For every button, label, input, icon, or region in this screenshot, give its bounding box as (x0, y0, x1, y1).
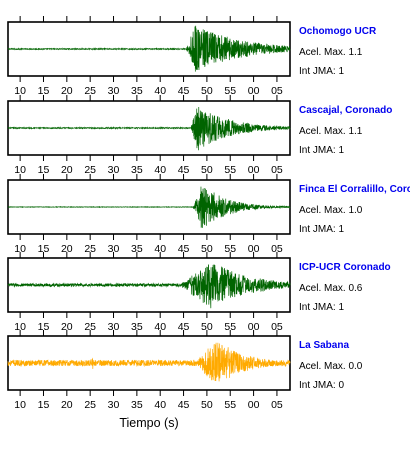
station-name: La Sabana (299, 340, 349, 351)
x-tick-label: 30 (108, 243, 120, 255)
x-tick-label: 00 (248, 85, 260, 97)
x-tick-label: 25 (84, 243, 96, 255)
station-name: Cascajal, Coronado (299, 105, 392, 116)
x-tick-label: 20 (61, 164, 73, 176)
x-tick-label: 50 (201, 164, 213, 176)
x-tick-label: 45 (178, 399, 190, 411)
x-tick-label: 25 (84, 399, 96, 411)
jma-intensity: Int JMA: 1 (299, 302, 344, 313)
x-tick-label: 35 (131, 399, 143, 411)
x-axis-label: Tiempo (s) (119, 416, 178, 430)
x-tick-label: 45 (178, 85, 190, 97)
seismogram-panel: 10 15 20 25 30 35 40 45 50 55 00 05 Ochomogo UCR Acel… (7, 16, 377, 97)
x-tick-label: 45 (178, 321, 190, 333)
x-tick-label: 10 (14, 399, 26, 411)
x-tick-label: 05 (271, 399, 283, 411)
x-tick-label: 40 (154, 321, 166, 333)
x-tick-label: 20 (61, 399, 73, 411)
max-acceleration: Acel. Max. 0.6 (299, 283, 363, 294)
max-acceleration: Acel. Max. 1.1 (299, 126, 363, 137)
x-tick-label: 40 (154, 399, 166, 411)
x-tick-label: 05 (271, 164, 283, 176)
x-tick-label: 25 (84, 164, 96, 176)
x-tick-label: 50 (201, 85, 213, 97)
station-name: ICP-UCR Coronado (299, 262, 391, 273)
x-tick-label: 50 (201, 321, 213, 333)
x-tick-label: 55 (224, 243, 236, 255)
x-tick-label: 30 (108, 399, 120, 411)
x-tick-label: 15 (38, 164, 50, 176)
x-tick-label: 55 (224, 85, 236, 97)
x-tick-label: 00 (248, 243, 260, 255)
x-tick-label: 05 (271, 85, 283, 97)
x-tick-label: 15 (38, 243, 50, 255)
max-acceleration: Acel. Max. 0.0 (299, 361, 363, 372)
x-tick-label: 45 (178, 164, 190, 176)
x-tick-label: 20 (61, 85, 73, 97)
seismogram-panel: 10 15 20 25 30 35 40 45 50 55 00 05 Cascajal, Corona… (7, 95, 392, 176)
x-tick-label: 10 (14, 164, 26, 176)
x-tick-label: 10 (14, 243, 26, 255)
x-tick-label: 35 (131, 85, 143, 97)
station-name: Finca El Corralillo, Coronado (299, 184, 410, 195)
x-tick-label: 40 (154, 243, 166, 255)
x-tick-label: 30 (108, 321, 120, 333)
x-tick-label: 40 (154, 85, 166, 97)
x-tick-label: 00 (248, 321, 260, 333)
x-tick-label: 55 (224, 399, 236, 411)
x-tick-label: 45 (178, 243, 190, 255)
waveform-trace (7, 342, 291, 382)
x-tick-label: 50 (201, 399, 213, 411)
x-tick-label: 15 (38, 85, 50, 97)
x-tick-label: 25 (84, 321, 96, 333)
x-tick-label: 25 (84, 85, 96, 97)
x-tick-label: 35 (131, 243, 143, 255)
seismogram-panel: 10 15 20 25 30 35 40 45 50 55 00 05 ICP-UCR Coronado… (7, 252, 391, 333)
jma-intensity: Int JMA: 1 (299, 224, 344, 235)
x-tick-label: 10 (14, 321, 26, 333)
x-tick-label: 55 (224, 164, 236, 176)
x-tick-label: 20 (61, 321, 73, 333)
x-tick-label: 50 (201, 243, 213, 255)
station-name: Ochomogo UCR (299, 26, 377, 37)
x-tick-label: 55 (224, 321, 236, 333)
x-tick-label: 00 (248, 164, 260, 176)
x-tick-label: 05 (271, 243, 283, 255)
seismogram-panel: 10 15 20 25 30 35 40 45 50 55 00 05 La Sabana Acel. M… (7, 330, 363, 411)
waveform-trace (7, 107, 291, 151)
x-tick-label: 30 (108, 164, 120, 176)
max-acceleration: Acel. Max. 1.1 (299, 47, 363, 58)
x-tick-label: 35 (131, 321, 143, 333)
waveform-trace (7, 25, 291, 72)
x-tick-label: 05 (271, 321, 283, 333)
x-tick-label: 20 (61, 243, 73, 255)
seismogram-panel: 10 15 20 25 30 35 40 45 50 55 00 05 Finca El Corrali… (7, 174, 410, 255)
max-acceleration: Acel. Max. 1.0 (299, 205, 363, 216)
waveform-trace (7, 263, 291, 309)
x-tick-label: 40 (154, 164, 166, 176)
x-tick-label: 30 (108, 85, 120, 97)
x-tick-label: 35 (131, 164, 143, 176)
x-tick-label: 10 (14, 85, 26, 97)
waveform-trace (7, 186, 291, 228)
x-tick-label: 15 (38, 399, 50, 411)
jma-intensity: Int JMA: 0 (299, 380, 344, 391)
jma-intensity: Int JMA: 1 (299, 145, 344, 156)
x-tick-label: 15 (38, 321, 50, 333)
panels-layer: 10 15 20 25 30 35 40 45 50 55 00 05 Ochomogo UCR Acel… (7, 16, 410, 411)
jma-intensity: Int JMA: 1 (299, 66, 344, 77)
x-tick-label: 00 (248, 399, 260, 411)
